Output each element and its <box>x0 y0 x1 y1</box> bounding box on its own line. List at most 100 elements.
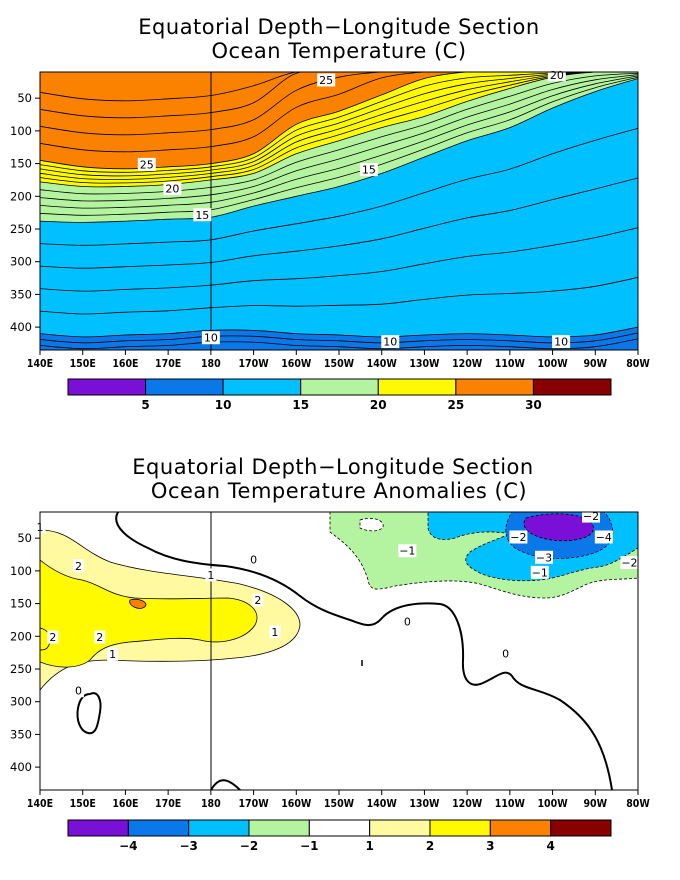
contour-label-text: 0 <box>404 615 411 628</box>
x-axis: 140E 150E 160E 170E 180 170W 160W 150W 140W 130W 1… <box>27 350 650 370</box>
contour-label-bg <box>248 552 260 566</box>
colorbar-label: 25 <box>448 398 465 412</box>
anomaly-region-plus3 <box>129 598 147 609</box>
zero-contour <box>115 512 613 790</box>
contour-label-bg <box>359 163 378 177</box>
y-tick-label: 200 <box>10 629 32 643</box>
colorbar-label: 5 <box>141 398 149 412</box>
contour-label-bg <box>317 73 336 87</box>
contour-label-text: 0 <box>502 647 509 660</box>
x-tick-label: 90W <box>583 798 607 810</box>
contour-label-text: 25 <box>319 74 333 87</box>
contour-label: 25 <box>317 73 336 87</box>
x-tick-label: 120W <box>452 798 483 810</box>
isotherm-line <box>40 277 638 315</box>
colorbar-swatch <box>67 819 129 837</box>
contour-label-bg <box>47 630 59 644</box>
contour-label-text: 2 <box>75 560 82 573</box>
contour-label: 10 <box>201 331 220 345</box>
x-tick-label: 130W <box>409 798 440 810</box>
colorbar-swatch <box>550 819 612 837</box>
y-tick-label: 300 <box>10 695 32 709</box>
panel-anomalies: Equatorial Depth−Longitude Section Ocean… <box>10 455 650 853</box>
anomaly-region-plus2-west <box>40 559 258 668</box>
contour-label-text: 20 <box>165 183 179 196</box>
colorbar-label: 3 <box>486 839 494 853</box>
contour-label: 2 <box>252 593 264 607</box>
isotherm-line <box>40 75 638 209</box>
colorbar-swatch <box>300 378 379 396</box>
x-tick-label: 160W <box>281 358 312 370</box>
contour-label-bg <box>594 530 613 544</box>
contour-labels: 25 20 15 25 15 20 10 10 10 <box>137 68 571 349</box>
x-tick-label: 160E <box>112 798 138 810</box>
contour-label: −2 <box>582 509 601 523</box>
contour-label-text: 15 <box>195 209 209 222</box>
isotherm-line <box>40 72 638 153</box>
contour-label-text: 0 <box>75 685 82 698</box>
contour-label: 2 <box>47 630 59 644</box>
contour-label-bg <box>269 625 281 639</box>
x-tick-label: 140W <box>367 358 398 370</box>
contour-label: 15 <box>193 208 212 222</box>
x-tick-label: 120W <box>452 358 483 370</box>
isotherm-line <box>40 78 638 223</box>
contour-label: 1 <box>107 647 119 661</box>
y-tick-label: 350 <box>10 287 32 301</box>
colorbar-swatch <box>145 378 224 396</box>
x-tick-label: 90W <box>583 358 607 370</box>
x-tick-label: 140W <box>367 798 398 810</box>
y-tick-label: 100 <box>10 564 32 578</box>
isotherm-line <box>40 227 638 292</box>
contour-label: 0 <box>72 684 84 698</box>
x-tick-label: 180 <box>201 358 221 370</box>
x-tick-label: 170E <box>155 798 181 810</box>
contour-label-bg <box>107 647 119 661</box>
colorbar-label: 20 <box>370 398 387 412</box>
isotherm-line <box>40 338 638 350</box>
contour-label: −4 <box>594 530 613 544</box>
y-axis: 50 100 150 200 250 300 350 400 <box>10 531 40 774</box>
isotherm-line <box>40 127 638 246</box>
contour-label-text: 2 <box>49 631 56 644</box>
contour-label: 1 <box>269 625 281 639</box>
contour-label: 2 <box>94 630 106 644</box>
x-tick-label: 100W <box>537 798 568 810</box>
y-tick-label: 150 <box>10 157 32 171</box>
isotherm-line <box>40 76 638 216</box>
isotherm-line <box>40 326 638 338</box>
colorbar: 5 10 15 20 25 30 <box>67 378 612 412</box>
x-tick-label: 150W <box>324 798 355 810</box>
y-tick-label: 150 <box>10 597 32 611</box>
colorbar-swatch <box>127 819 190 837</box>
contour-label: 0 <box>248 552 260 566</box>
contour-label-bg <box>530 565 549 579</box>
x-tick-label: 150E <box>70 798 96 810</box>
contour-label: −2 <box>620 556 639 570</box>
contour-label: 10 <box>552 335 571 349</box>
contour-label: −1 <box>530 565 549 579</box>
isotherm-line <box>40 72 638 188</box>
x-tick-label: 100W <box>537 358 568 370</box>
y-tick-label: 50 <box>17 91 32 105</box>
contour-label-text: 0 <box>250 553 257 566</box>
contour-label-text: 20 <box>550 69 564 82</box>
contour-label-bg <box>381 335 400 349</box>
contour-label-bg <box>552 335 571 349</box>
contour-label-bg <box>401 614 413 628</box>
x-tick-label: 160W <box>281 798 312 810</box>
x-tick-label: 130W <box>409 358 440 370</box>
contour-label-text: 1 <box>207 569 214 582</box>
contour-label: 0 <box>401 614 413 628</box>
colorbar-label: 4 <box>546 839 554 853</box>
isotherm-lines <box>40 72 638 350</box>
x-tick-label: 150E <box>70 358 96 370</box>
y-tick-label: 100 <box>10 124 32 138</box>
colorbar-swatch <box>429 819 491 837</box>
x-tick-label: 170W <box>238 798 269 810</box>
colorbar-swatch <box>369 819 431 837</box>
colorbar-label: −3 <box>179 839 197 853</box>
colorbar-swatch <box>455 378 534 396</box>
chart-subtitle: Ocean Temperature Anomalies (C) <box>151 479 527 503</box>
